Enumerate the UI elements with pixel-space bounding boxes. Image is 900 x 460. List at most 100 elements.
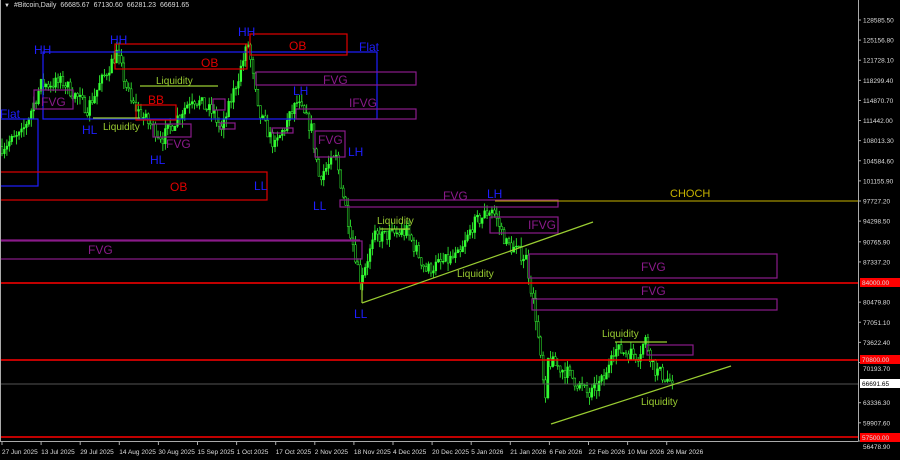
candle-bear bbox=[595, 383, 598, 391]
candle-bear bbox=[105, 74, 108, 77]
candle-bull bbox=[108, 72, 111, 76]
date-tick-label: 26 Mar 2026 bbox=[667, 449, 704, 456]
level-tag-70800 bbox=[860, 355, 900, 364]
candle-bear bbox=[130, 88, 133, 102]
candle-bear bbox=[139, 109, 143, 119]
open-value: 66685.67 bbox=[60, 2, 90, 9]
candle-bull bbox=[615, 349, 618, 357]
candle-bear bbox=[646, 337, 650, 351]
candle-bear bbox=[154, 123, 157, 138]
candle-bear bbox=[210, 104, 213, 114]
date-tick-label: 6 Feb 2026 bbox=[549, 449, 582, 456]
dropdown-arrow-icon[interactable]: ▼ bbox=[4, 2, 10, 9]
date-tick-label: 2 Nov 2025 bbox=[315, 449, 349, 456]
candle-bear bbox=[47, 83, 50, 88]
level-tag-text: 70800.00 bbox=[862, 357, 889, 364]
price-tick-label: 80479.80 bbox=[863, 300, 890, 307]
candle-bear bbox=[290, 111, 294, 114]
candle-bear bbox=[529, 277, 533, 294]
candle-bull bbox=[524, 254, 528, 260]
candle-bear bbox=[407, 225, 411, 236]
price-tick-label: 125156.80 bbox=[863, 38, 894, 45]
candle-bull bbox=[232, 88, 235, 103]
candle-bear bbox=[554, 356, 557, 366]
candle-bear bbox=[342, 187, 345, 198]
candle-bear bbox=[349, 226, 352, 239]
candle-bull bbox=[327, 164, 330, 169]
candle-bear bbox=[417, 245, 420, 258]
candle-bear bbox=[510, 242, 513, 253]
candle-bear bbox=[537, 321, 540, 338]
ob-box bbox=[0, 171, 268, 201]
candle-bear bbox=[385, 230, 389, 240]
candle-bear bbox=[120, 55, 123, 64]
candle-bull bbox=[188, 103, 191, 106]
candle-bull bbox=[39, 79, 43, 92]
fvg-box bbox=[271, 127, 294, 134]
candle-bull bbox=[578, 383, 581, 389]
candle-bull bbox=[181, 113, 184, 120]
candle-bear bbox=[507, 238, 511, 244]
label-fvg: FVG bbox=[443, 189, 468, 203]
candle-bear bbox=[271, 131, 274, 148]
price-tick-label: 101155.90 bbox=[863, 178, 894, 185]
candle-bear bbox=[339, 169, 342, 189]
date-tick-label: 10 Mar 2026 bbox=[628, 449, 665, 456]
candle-bear bbox=[305, 112, 308, 115]
label-liquidity: Liquidity bbox=[457, 269, 494, 280]
candle-bear bbox=[619, 344, 623, 354]
candle-bull bbox=[666, 378, 669, 382]
price-tick-label: 121728.10 bbox=[863, 58, 894, 65]
candle-bear bbox=[378, 233, 381, 242]
candle-bull bbox=[190, 101, 194, 105]
candle-bull bbox=[590, 387, 594, 398]
candle-bear bbox=[571, 369, 574, 379]
candle-bear bbox=[485, 210, 489, 216]
candle-bull bbox=[110, 58, 113, 74]
label-hl: HL bbox=[150, 153, 166, 167]
candle-bear bbox=[459, 249, 462, 253]
candle-bear bbox=[563, 370, 567, 378]
candle-bear bbox=[61, 75, 65, 86]
ifvg-box bbox=[489, 216, 559, 234]
candle-bear bbox=[52, 85, 55, 88]
candle-bear bbox=[132, 100, 135, 103]
candle-bear bbox=[634, 354, 637, 360]
candle-bear bbox=[549, 358, 552, 367]
candle-bear bbox=[229, 101, 233, 103]
candle-bear bbox=[422, 264, 425, 268]
price-ticks: 128585.50 125156.80 121728.10 118299.40 1148… bbox=[858, 18, 894, 451]
date-tick-label: 14 Aug 2025 bbox=[119, 449, 156, 456]
candle-bull bbox=[515, 245, 518, 248]
candle-bear bbox=[539, 336, 542, 356]
candle-bull bbox=[505, 238, 508, 245]
candle-bear bbox=[393, 228, 396, 234]
candle-bull bbox=[173, 125, 177, 131]
date-tick-label: 18 Nov 2025 bbox=[354, 449, 391, 456]
label-hh: HH bbox=[34, 43, 51, 57]
candle-bear bbox=[91, 100, 94, 104]
candle-bull bbox=[551, 356, 555, 367]
candle-bull bbox=[115, 49, 118, 64]
candle-bear bbox=[149, 123, 152, 126]
candle-bear bbox=[446, 254, 450, 264]
candle-bull bbox=[600, 375, 603, 382]
candle-bear bbox=[13, 136, 16, 138]
price-tick-label: 94298.50 bbox=[863, 219, 890, 226]
candle-bull bbox=[186, 104, 189, 109]
price-tick-label: 90765.90 bbox=[863, 239, 890, 246]
price-tick-label: 56478.90 bbox=[863, 444, 890, 451]
candle-bull bbox=[329, 156, 333, 165]
candle-bull bbox=[442, 261, 445, 263]
candle-bull bbox=[10, 136, 13, 142]
candle-bull bbox=[17, 131, 21, 136]
label-fvg: FVG bbox=[166, 137, 191, 151]
candle-bear bbox=[34, 102, 38, 104]
label-ob: OB bbox=[201, 56, 218, 70]
candle-bear bbox=[81, 94, 84, 98]
level-tag-84000 bbox=[860, 278, 900, 287]
candle-bear bbox=[544, 379, 547, 399]
label-flat: Flat bbox=[0, 107, 21, 121]
date-tick-label: 5 Jan 2026 bbox=[471, 449, 504, 456]
